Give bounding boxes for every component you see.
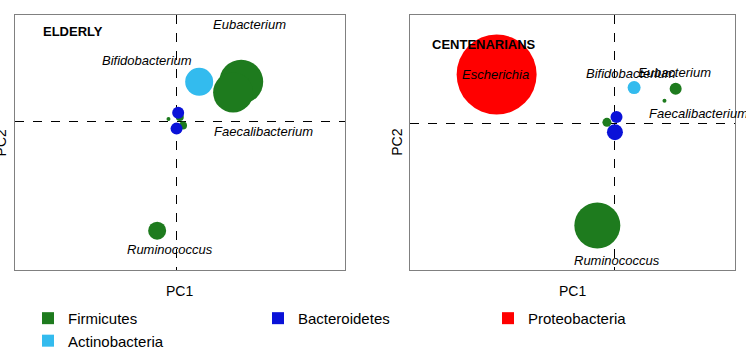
svg-text:Eubacterium: Eubacterium <box>638 65 711 80</box>
svg-text:PC2: PC2 <box>0 129 9 156</box>
svg-text:PC2: PC2 <box>389 128 405 155</box>
svg-text:CENTENARIANS: CENTENARIANS <box>432 37 536 52</box>
svg-text:Bifidobacterium: Bifidobacterium <box>586 66 676 81</box>
svg-text:Actinobacteria: Actinobacteria <box>68 333 164 350</box>
svg-text:Bacteroidetes: Bacteroidetes <box>298 310 390 327</box>
svg-text:ELDERLY: ELDERLY <box>43 24 103 39</box>
svg-text:Firmicutes: Firmicutes <box>68 310 137 327</box>
svg-text:Eubacterium: Eubacterium <box>213 17 286 32</box>
svg-text:Escherichia: Escherichia <box>462 67 529 82</box>
svg-text:Bifidobacterium: Bifidobacterium <box>102 53 192 68</box>
svg-text:PC1: PC1 <box>559 283 586 299</box>
svg-text:Faecalibacterium: Faecalibacterium <box>649 106 746 121</box>
svg-text:Proteobacteria: Proteobacteria <box>528 310 626 327</box>
svg-text:Ruminococcus: Ruminococcus <box>574 253 660 268</box>
svg-text:Ruminococcus: Ruminococcus <box>127 242 213 257</box>
svg-text:Faecalibacterium: Faecalibacterium <box>214 124 313 139</box>
svg-text:PC1: PC1 <box>166 283 193 299</box>
